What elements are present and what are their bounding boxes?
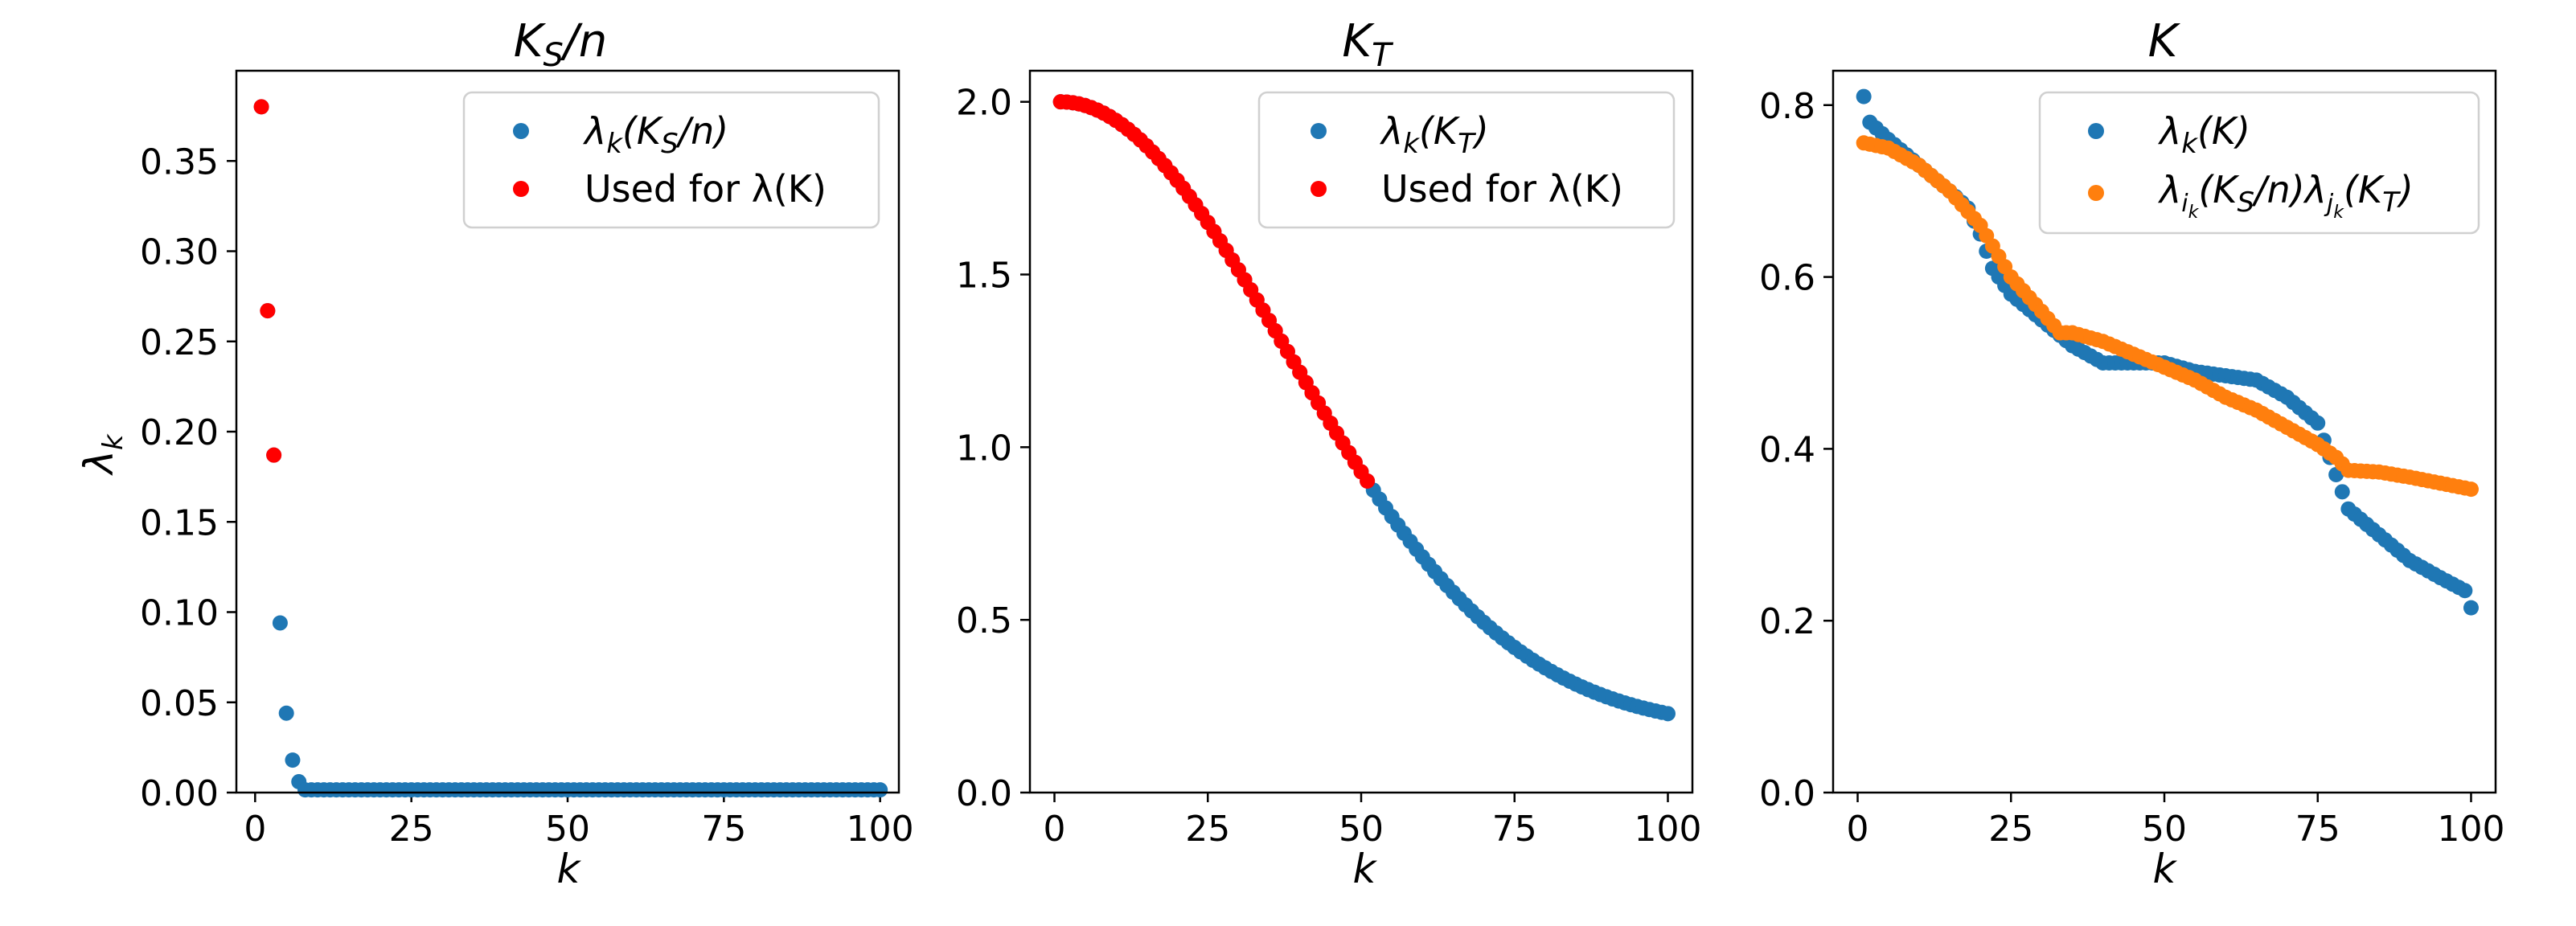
y-tick-label: 0.2 (1759, 601, 1815, 642)
data-point-series-0 (285, 752, 301, 768)
legend-marker-used (1311, 181, 1327, 197)
legend-label-eigs: λk(KS/n) (582, 109, 728, 160)
subplot-3-legend: λk(K) λik(KS/n)λjk(KT) (2038, 91, 2480, 235)
y-tick-label: 0.10 (140, 593, 219, 634)
y-tick-label: 0.30 (140, 232, 219, 273)
data-point-series-0 (872, 782, 888, 798)
legend-box (2038, 91, 2480, 235)
subplot-1-xlabel: k (557, 846, 582, 892)
subplot-1: KS/n 0.00 0.05 0.10 0.15 0.20 0.25 0.30 0.35 0 2… (140, 15, 914, 892)
x-tick-label: 75 (701, 809, 746, 850)
data-point-series-0 (2334, 484, 2350, 500)
legend-marker-eigs (1311, 123, 1327, 139)
subplot-2-points (1052, 94, 1676, 722)
y-axis-label-main: λ (76, 450, 122, 477)
y-tick-label: 1.0 (956, 428, 1012, 469)
subplot-3-xticks: 0 25 50 75 100 (1847, 793, 2504, 850)
data-point-series-0 (272, 615, 288, 631)
legend-marker-eigs (2088, 123, 2104, 139)
data-point-series-0 (278, 705, 294, 721)
legend-marker-used (513, 181, 529, 197)
subplot-3-xlabel: k (2153, 846, 2178, 892)
x-tick-label: 25 (389, 809, 434, 850)
y-tick-label: 0.15 (140, 502, 219, 543)
y-tick-label: 0.20 (140, 412, 219, 453)
subplot-2: KT 0.0 0.5 1.0 1.5 2.0 0 25 50 75 100 k λk(KT) U… (956, 15, 1701, 892)
data-point-series-1 (1360, 473, 1376, 489)
subplot-1-points (253, 99, 888, 798)
legend-label-eigs: λk(K) (2157, 109, 2250, 160)
subplot-2-title: KT (1342, 15, 1394, 74)
data-point-series-0 (2463, 600, 2479, 616)
x-tick-label: 0 (1044, 809, 1066, 850)
y-tick-label: 2.0 (956, 83, 1012, 124)
subplot-3-points (1856, 88, 2479, 616)
legend-label-used: Used for λ(K) (1381, 167, 1623, 211)
subplot-3-title: K (2148, 15, 2181, 68)
legend-label-eigs: λk(KT) (1379, 109, 1489, 160)
legend-box (462, 91, 880, 229)
x-tick-label: 0 (244, 809, 266, 850)
x-tick-label: 25 (1988, 809, 2033, 850)
y-tick-label: 0.00 (140, 773, 219, 814)
subplot-2-xticks: 0 25 50 75 100 (1044, 793, 1701, 850)
subplot-1-frame (235, 69, 900, 794)
subplot-1-legend: λk(KS/n) Used for λ(K) (462, 91, 880, 229)
y-tick-label: 0.4 (1759, 429, 1815, 470)
x-tick-label: 100 (2437, 809, 2504, 850)
y-tick-label: 0.5 (956, 600, 1012, 641)
x-tick-label: 75 (2295, 809, 2340, 850)
x-tick-label: 100 (1634, 809, 1701, 850)
legend-label-used: Used for λ(K) (585, 167, 827, 211)
legend-box (1257, 91, 1676, 229)
x-tick-label: 100 (847, 809, 914, 850)
subplot-1-xticks: 0 25 50 75 100 (244, 793, 914, 850)
y-tick-label: 1.5 (956, 256, 1012, 297)
subplot-2-legend: λk(KT) Used for λ(K) (1257, 91, 1676, 229)
subplot-3: K 0.0 0.2 0.4 0.6 0.8 0 25 50 75 100 k λk(K) λik… (1759, 15, 2504, 892)
data-point-series-1 (266, 447, 282, 463)
data-point-series-1 (253, 99, 269, 115)
x-tick-label: 50 (545, 809, 590, 850)
data-point-series-0 (1659, 706, 1676, 722)
legend-label-product: λik(KS/n)λjk(KT) (2157, 168, 2414, 223)
x-tick-label: 0 (1847, 809, 1869, 850)
legend-marker-product (2088, 185, 2104, 201)
x-tick-label: 25 (1185, 809, 1230, 850)
y-tick-label: 0.05 (140, 683, 219, 724)
y-tick-label: 0.35 (140, 141, 219, 182)
subplot-2-frame (1028, 69, 1694, 794)
subplot-1-yticks: 0.00 0.05 0.10 0.15 0.20 0.25 0.30 0.35 (140, 141, 236, 814)
subplot-2-yticks: 0.0 0.5 1.0 1.5 2.0 (956, 83, 1030, 814)
subplot-3-yticks: 0.0 0.2 0.4 0.6 0.8 (1759, 86, 1833, 814)
x-tick-label: 50 (2142, 809, 2187, 850)
y-axis-label-sub: k (97, 433, 129, 450)
y-tick-label: 0.6 (1759, 258, 1815, 299)
data-point-series-0 (2457, 583, 2473, 599)
subplot-3-frame (1832, 69, 2497, 794)
y-tick-label: 0.0 (956, 773, 1012, 814)
x-tick-label: 50 (1339, 809, 1384, 850)
y-axis-label: λk (76, 433, 129, 477)
y-tick-label: 0.25 (140, 322, 219, 363)
y-tick-label: 0.8 (1759, 86, 1815, 127)
data-point-series-1 (2463, 481, 2479, 498)
x-tick-label: 75 (1492, 809, 1537, 850)
data-point-series-1 (260, 303, 276, 319)
y-tick-label: 0.0 (1759, 773, 1815, 814)
data-point-series-0 (2310, 415, 2326, 431)
subplot-2-xlabel: k (1353, 846, 1378, 892)
data-point-series-0 (1856, 88, 1872, 104)
legend-marker-eigs (513, 123, 529, 139)
subplot-1-title: KS/n (514, 15, 607, 74)
